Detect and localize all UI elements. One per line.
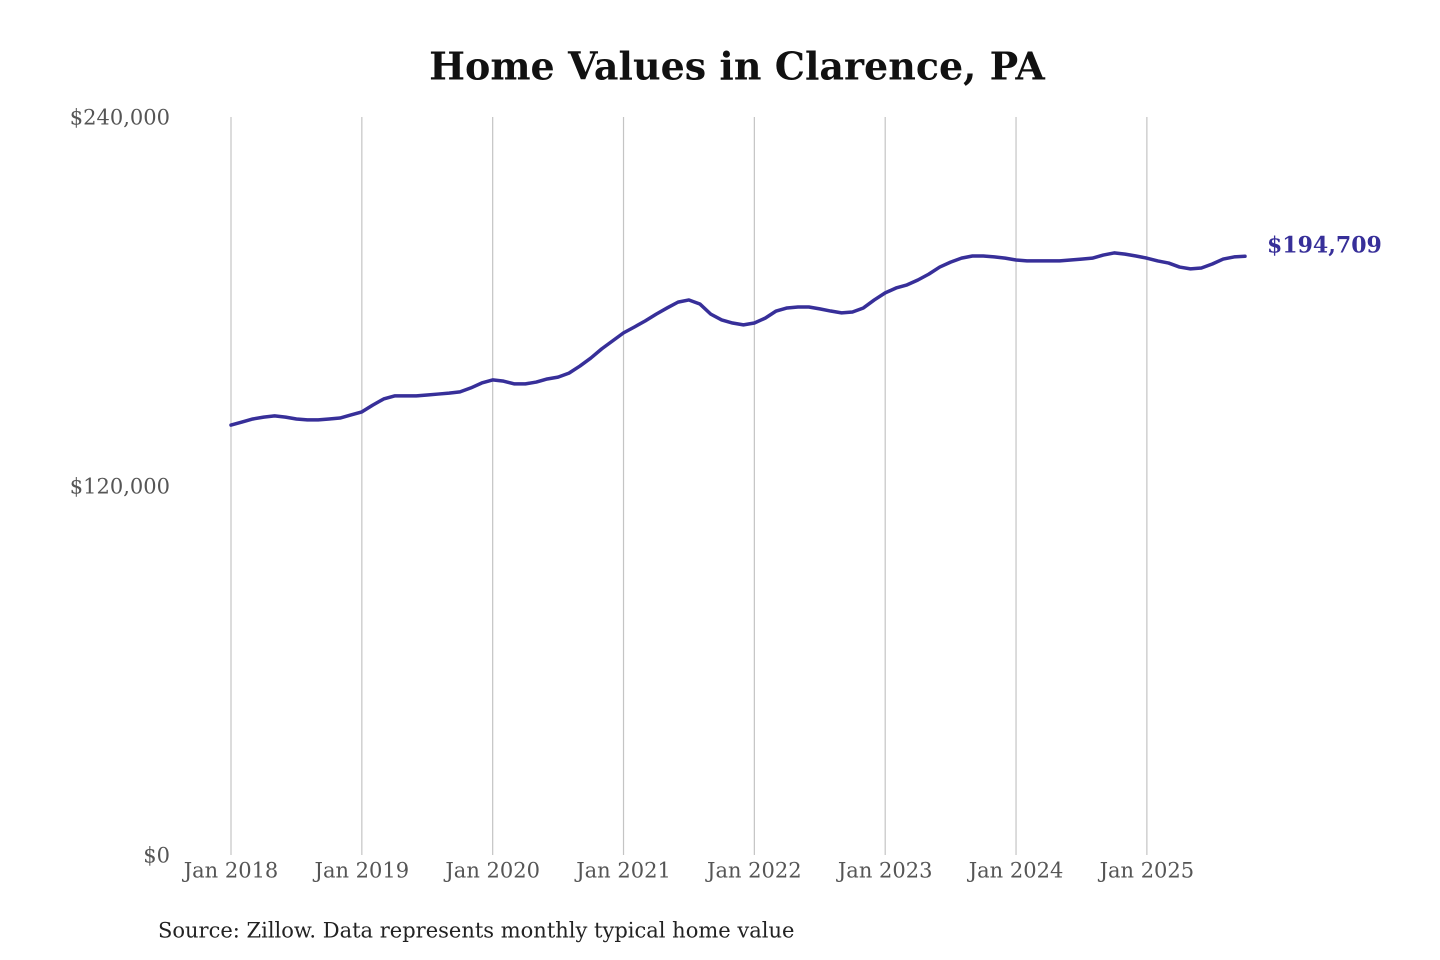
- x-tick-label: Jan 2025: [1098, 859, 1195, 883]
- line: [229, 251, 1247, 427]
- x-tick-label: Jan 2019: [313, 859, 410, 883]
- x-tick-label: Jan 2022: [705, 859, 802, 883]
- source-note: Source: Zillow. Data represents monthly …: [158, 919, 794, 943]
- y-tick-label: $0: [143, 844, 170, 868]
- x-tick-label: Jan 2023: [836, 859, 933, 883]
- data-label: $194,709: [1267, 232, 1382, 258]
- y-tick-label: $120,000: [70, 475, 170, 499]
- x-tick-label: Jan 2024: [967, 859, 1064, 883]
- y-tick-label: $240,000: [70, 106, 170, 130]
- x-tick-label: Jan 2018: [182, 859, 279, 883]
- x-tick-label: Jan 2021: [574, 859, 671, 883]
- chart-title: Home Values in Clarence, PA: [429, 44, 1045, 89]
- x-tick-label: Jan 2020: [443, 859, 540, 883]
